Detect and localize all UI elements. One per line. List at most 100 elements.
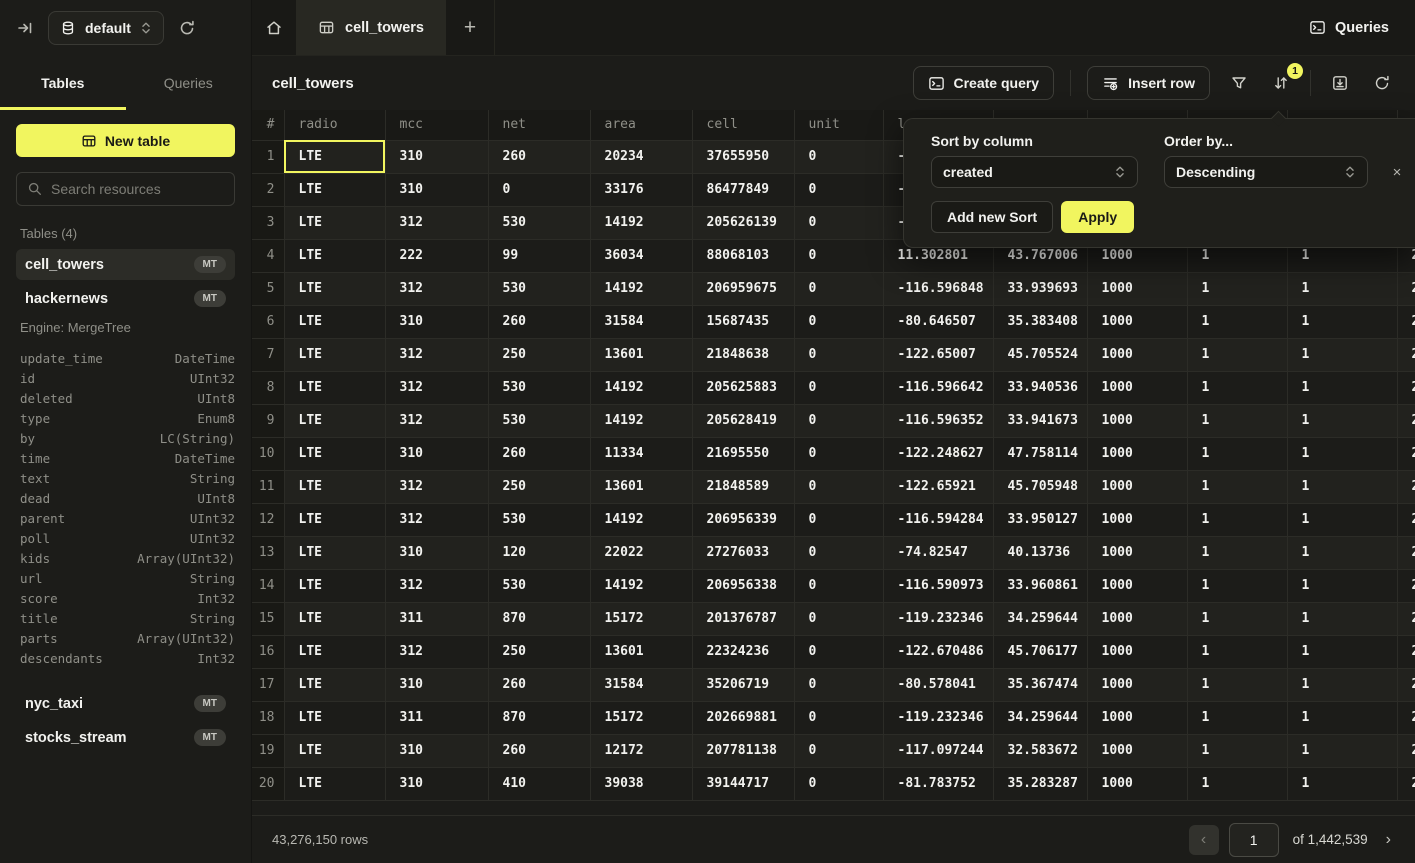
table-cell[interactable]: 0 <box>793 238 884 273</box>
table-cell[interactable]: 260 <box>487 436 591 471</box>
table-cell[interactable]: 310 <box>384 139 489 174</box>
table-cell[interactable]: 86477849 <box>691 172 795 207</box>
table-cell[interactable]: LTE <box>283 172 386 207</box>
table-cell[interactable]: 310 <box>384 535 489 570</box>
table-cell[interactable]: 0 <box>487 172 591 207</box>
table-cell[interactable]: 1 <box>1186 271 1288 306</box>
table-cell[interactable]: -116.596848 <box>882 271 994 306</box>
column-header-radio[interactable]: radio <box>283 110 386 141</box>
table-cell[interactable]: LTE <box>283 700 386 735</box>
table-cell[interactable]: 1 <box>1186 403 1288 438</box>
table-cell[interactable]: 1 <box>1186 535 1288 570</box>
table-cell[interactable]: 0 <box>793 667 884 702</box>
sort-order-select[interactable]: Descending <box>1164 156 1368 188</box>
table-cell[interactable]: 2 <box>1396 436 1415 471</box>
queries-button[interactable]: Queries <box>1309 0 1389 55</box>
table-cell[interactable]: 0 <box>793 436 884 471</box>
table-cell[interactable]: LTE <box>283 535 386 570</box>
table-cell[interactable]: LTE <box>283 502 386 537</box>
table-cell[interactable]: 0 <box>793 502 884 537</box>
table-cell[interactable]: 530 <box>487 568 591 603</box>
table-cell[interactable]: 27276033 <box>691 535 795 570</box>
table-cell[interactable]: 33.941673 <box>992 403 1088 438</box>
table-cell[interactable]: 2 <box>1396 601 1415 636</box>
table-cell[interactable]: 34.259644 <box>992 601 1088 636</box>
table-cell[interactable]: 1000 <box>1086 601 1188 636</box>
table-cell[interactable]: 410 <box>487 766 591 801</box>
table-cell[interactable]: 1000 <box>1086 502 1188 537</box>
table-cell[interactable]: 1000 <box>1086 733 1188 768</box>
table-cell[interactable]: 33.960861 <box>992 568 1088 603</box>
table-cell[interactable]: 205626139 <box>691 205 795 240</box>
table-cell[interactable]: 206956338 <box>691 568 795 603</box>
table-cell[interactable]: 31584 <box>589 304 693 339</box>
table-cell[interactable]: -117.097244 <box>882 733 994 768</box>
table-cell[interactable]: 1000 <box>1086 403 1188 438</box>
table-cell[interactable]: 1000 <box>1086 337 1188 372</box>
tab-cell-towers[interactable]: cell_towers <box>296 0 446 55</box>
table-cell[interactable]: LTE <box>283 733 386 768</box>
table-cell[interactable]: 14192 <box>589 403 693 438</box>
table-cell[interactable]: 201376787 <box>691 601 795 636</box>
table-cell[interactable]: 88068103 <box>691 238 795 273</box>
table-cell[interactable]: 0 <box>793 601 884 636</box>
table-cell[interactable]: LTE <box>283 205 386 240</box>
search-input[interactable] <box>51 181 232 197</box>
table-cell[interactable]: 39144717 <box>691 766 795 801</box>
table-cell[interactable]: 0 <box>793 766 884 801</box>
table-cell[interactable]: 312 <box>384 205 489 240</box>
row-number-header[interactable]: # <box>252 110 285 141</box>
table-cell[interactable]: LTE <box>283 139 386 174</box>
table-cell[interactable]: 33.940536 <box>992 370 1088 405</box>
table-cell[interactable]: 15687435 <box>691 304 795 339</box>
table-cell[interactable]: LTE <box>283 370 386 405</box>
table-cell[interactable]: -116.596642 <box>882 370 994 405</box>
table-cell[interactable]: -122.65921 <box>882 469 994 504</box>
table-cell[interactable]: -119.232346 <box>882 700 994 735</box>
table-cell[interactable]: LTE <box>283 403 386 438</box>
table-cell[interactable]: -116.596352 <box>882 403 994 438</box>
sort-column-select[interactable]: created <box>931 156 1138 188</box>
table-cell[interactable]: 250 <box>487 469 591 504</box>
home-tab[interactable] <box>252 0 296 55</box>
table-cell[interactable]: 2 <box>1396 700 1415 735</box>
table-cell[interactable]: 14192 <box>589 205 693 240</box>
table-cell[interactable]: 22324236 <box>691 634 795 669</box>
table-cell[interactable]: 21695550 <box>691 436 795 471</box>
table-cell[interactable]: 310 <box>384 436 489 471</box>
table-cell[interactable]: 2 <box>1396 403 1415 438</box>
table-cell[interactable]: 530 <box>487 502 591 537</box>
table-cell[interactable]: 206959675 <box>691 271 795 306</box>
table-cell[interactable]: 1000 <box>1086 634 1188 669</box>
table-cell[interactable]: 0 <box>793 568 884 603</box>
table-cell[interactable]: 1 <box>1186 700 1288 735</box>
sidebar-item-stocks-stream[interactable]: stocks_stream MT <box>16 722 235 753</box>
table-cell[interactable]: 0 <box>793 172 884 207</box>
remove-sort-button[interactable]: × <box>1387 156 1407 188</box>
table-cell[interactable]: 1000 <box>1086 370 1188 405</box>
table-cell[interactable]: 2 <box>1396 634 1415 669</box>
table-cell[interactable]: 530 <box>487 403 591 438</box>
table-cell[interactable]: 1000 <box>1086 535 1188 570</box>
table-cell[interactable]: -80.578041 <box>882 667 994 702</box>
table-cell[interactable]: 1 <box>1186 469 1288 504</box>
table-cell[interactable]: 1 <box>1286 271 1398 306</box>
table-cell[interactable]: LTE <box>283 436 386 471</box>
table-cell[interactable]: 530 <box>487 271 591 306</box>
table-cell[interactable]: LTE <box>283 667 386 702</box>
table-cell[interactable]: 311 <box>384 700 489 735</box>
table-cell[interactable]: 32.583672 <box>992 733 1088 768</box>
table-cell[interactable]: 33.939693 <box>992 271 1088 306</box>
table-cell[interactable]: 0 <box>793 634 884 669</box>
table-cell[interactable]: -122.65007 <box>882 337 994 372</box>
table-cell[interactable]: 35.367474 <box>992 667 1088 702</box>
table-cell[interactable]: 1 <box>1286 238 1398 273</box>
table-cell[interactable]: 1 <box>1186 337 1288 372</box>
table-cell[interactable]: 1 <box>1186 634 1288 669</box>
table-cell[interactable]: 1 <box>1286 733 1398 768</box>
table-cell[interactable]: LTE <box>283 238 386 273</box>
table-cell[interactable]: 1000 <box>1086 304 1188 339</box>
table-cell[interactable]: LTE <box>283 271 386 306</box>
table-cell[interactable]: 312 <box>384 403 489 438</box>
table-cell[interactable]: 310 <box>384 172 489 207</box>
